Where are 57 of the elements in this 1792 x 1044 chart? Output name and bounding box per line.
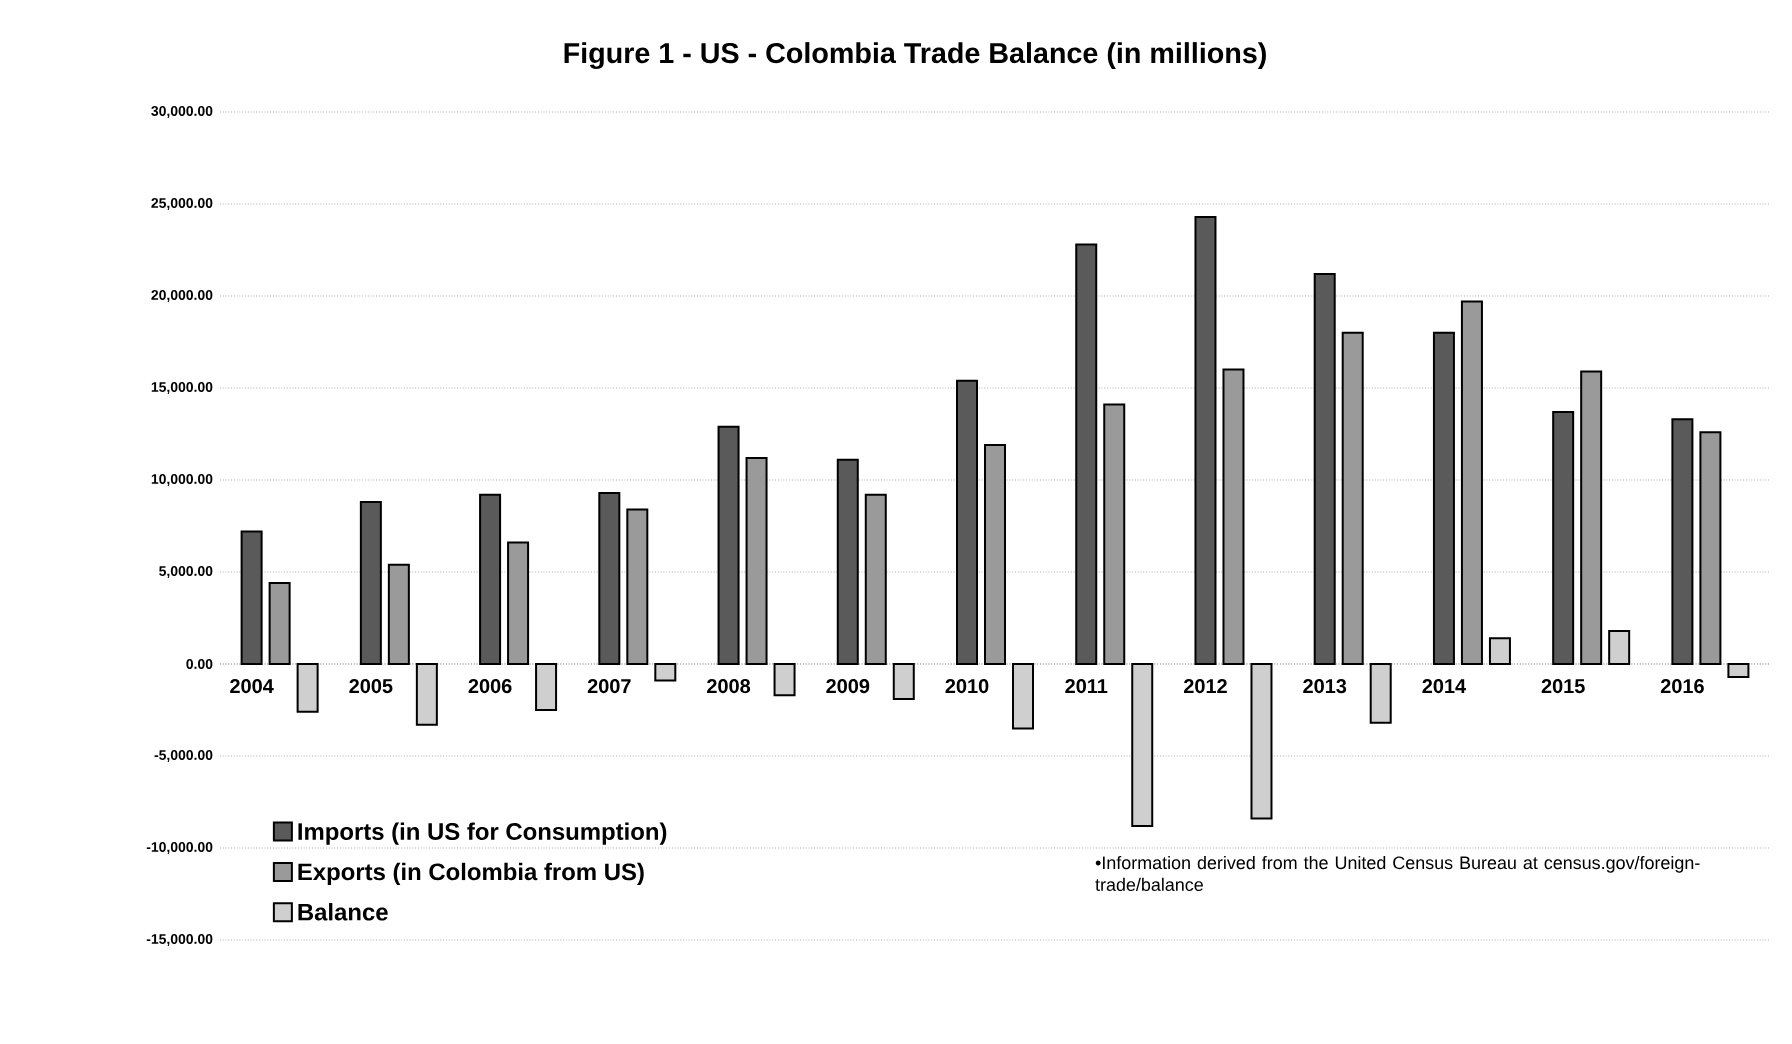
bar xyxy=(359,501,382,665)
bar xyxy=(1552,410,1575,665)
bar xyxy=(240,530,263,665)
bar xyxy=(1341,331,1364,665)
bar xyxy=(535,662,558,711)
x-tick-label: 2005 xyxy=(349,679,393,694)
bar xyxy=(296,662,319,713)
bar xyxy=(415,662,438,726)
legend-label: Balance xyxy=(298,903,388,921)
bar xyxy=(1250,662,1273,820)
bar xyxy=(1369,662,1392,724)
bar xyxy=(1699,431,1722,665)
bar xyxy=(864,493,887,665)
x-tick-label: 2015 xyxy=(1541,679,1585,694)
bar xyxy=(1432,331,1455,665)
bar xyxy=(773,662,796,697)
bar xyxy=(1488,637,1511,665)
x-tick-label: 2007 xyxy=(587,679,631,694)
bar xyxy=(1222,368,1245,665)
x-tick-label: 2008 xyxy=(707,679,751,694)
bar xyxy=(387,563,410,665)
bar xyxy=(1075,243,1098,665)
x-tick-label: 2012 xyxy=(1184,679,1227,694)
bar xyxy=(892,662,915,700)
bar xyxy=(626,508,649,665)
bar xyxy=(1460,300,1483,665)
bar xyxy=(717,425,740,665)
bar xyxy=(956,379,979,665)
bar xyxy=(1194,215,1217,665)
legend-label: Imports (in US for Consumption) xyxy=(298,822,667,845)
bar xyxy=(1580,370,1603,665)
bar xyxy=(1313,272,1336,665)
bar xyxy=(1012,662,1035,730)
x-tick-label: 2016 xyxy=(1660,679,1704,694)
x-tick-label: 2011 xyxy=(1065,679,1108,694)
x-tick-label: 2014 xyxy=(1422,679,1466,694)
bar xyxy=(598,491,621,665)
bar xyxy=(654,662,677,682)
bar xyxy=(745,456,768,665)
x-tick-label: 2010 xyxy=(945,679,989,694)
bar xyxy=(1608,629,1631,665)
bar xyxy=(1103,403,1126,665)
bar xyxy=(1131,662,1154,827)
x-tick-label: 2013 xyxy=(1303,679,1347,694)
legend-label: Exports (in Colombia from US) xyxy=(298,862,644,886)
x-tick-label: 2006 xyxy=(468,679,512,694)
x-tick-label: 2009 xyxy=(826,679,870,694)
bar xyxy=(984,444,1007,665)
bar xyxy=(507,541,530,665)
bar xyxy=(268,582,291,665)
bar xyxy=(836,458,859,665)
chart-title: Figure 1 - US - Colombia Trade Balance (in millions) xyxy=(564,42,1266,70)
x-tick-label: 2004 xyxy=(230,679,274,694)
bar xyxy=(479,493,502,665)
bar xyxy=(1727,662,1750,678)
bar xyxy=(1671,418,1694,665)
annotation: •Information derived from the United Census Bureau at census.gov/foreign-trade/balance xyxy=(1095,855,1700,892)
